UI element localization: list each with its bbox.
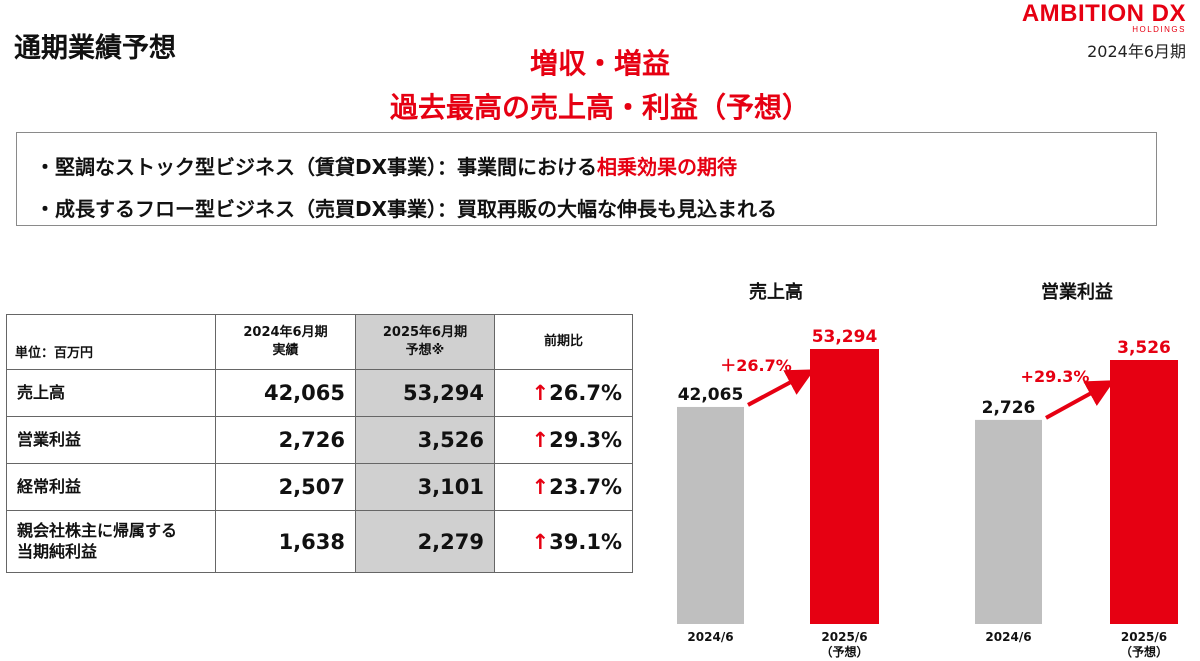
table-row-label: 営業利益: [6, 416, 216, 464]
chart-category-label: 2025/6: [821, 630, 867, 644]
table-cell-actual: 2,726: [215, 416, 356, 464]
chart-title: 営業利益: [1041, 281, 1113, 303]
table-header-row: 単位：百万円 2024年6月期 実績 2025年6月期 予想※ 前期比: [6, 314, 633, 370]
chart-category-note: （予想）: [820, 644, 868, 659]
forecast-table: 単位：百万円 2024年6月期 実績 2025年6月期 予想※ 前期比 売上高 42…: [6, 314, 633, 573]
table-row: 売上高 42,065 53,294 ↑26.7%: [6, 369, 633, 417]
chart-category-label: 2024/6: [687, 630, 733, 644]
table-cell-yoy-value: 29.3%: [549, 428, 622, 452]
table-row: 営業利益 2,726 3,526 ↑29.3%: [6, 416, 633, 464]
table-unit-label: 単位：百万円: [6, 314, 216, 370]
table-cell-forecast: 3,526: [355, 416, 495, 464]
chart-bar: [1110, 360, 1178, 624]
table-header-forecast-period: 2025年6月期: [382, 325, 468, 341]
chart-category-label: 2025/6: [1121, 630, 1167, 644]
table-cell-actual: 42,065: [215, 369, 356, 417]
table-header-forecast-type: 予想※: [405, 343, 445, 358]
chart-data-label: 3,526: [1117, 338, 1171, 358]
growth-arrow-icon: [747, 369, 815, 407]
chart-growth-label: ＋26.7%: [720, 356, 792, 375]
chart-data-label: 2,726: [982, 398, 1036, 418]
chart-bar: [810, 349, 879, 624]
growth-arrow-icon: [1045, 380, 1115, 420]
chart-data-label: 42,065: [678, 385, 744, 405]
chart-category-note: （予想）: [1120, 644, 1168, 659]
chart-bar: [975, 419, 1042, 624]
table-cell-actual: 1,638: [215, 510, 356, 573]
table-cell-yoy-value: 23.7%: [549, 475, 622, 499]
chart-data-label: 53,294: [812, 327, 878, 347]
up-arrow-icon: ↑: [531, 381, 550, 405]
table-cell-yoy-value: 39.1%: [549, 529, 622, 554]
table-row-label-line1: 親会社株主に帰属する: [17, 520, 178, 540]
table-row-label: 経常利益: [6, 463, 216, 511]
table-row-label: 売上高: [6, 369, 216, 417]
table-cell-yoy: ↑23.7%: [494, 463, 633, 511]
chart-growth-label: +29.3%: [1021, 367, 1090, 386]
table-row: 経常利益 2,507 3,101 ↑23.7%: [6, 463, 633, 511]
headline-line1: 増収・増益: [529, 47, 670, 80]
fiscal-period: 2024年6月期: [1087, 42, 1186, 61]
message-bullet-stock-highlight: 相乗効果の期待: [597, 155, 738, 179]
table-header-actual-period: 2024年6月期: [243, 325, 328, 341]
table-header-forecast: 2025年6月期 予想※: [355, 314, 495, 370]
headline-line2: 過去最高の売上高・利益（予想）: [389, 91, 810, 124]
table-row-label-line2: 当期純利益: [17, 541, 98, 561]
message-bullet-stock-text: ・堅調なストック型ビジネス（賃貸DX事業）：事業間における: [35, 155, 598, 179]
table-cell-forecast: 2,279: [355, 510, 495, 573]
logo-main-text: AMBITION DX: [1021, 0, 1186, 27]
up-arrow-icon: ↑: [531, 428, 550, 452]
table-header-actual: 2024年6月期 実績: [215, 314, 356, 370]
table-cell-forecast: 3,101: [355, 463, 495, 511]
table-row: 親会社株主に帰属する 当期純利益 1,638 2,279 ↑39.1%: [6, 510, 633, 573]
chart-category-label: 2024/6: [985, 630, 1031, 644]
page-title: 通期業績予想: [14, 33, 176, 64]
chart-bar: [677, 406, 744, 624]
up-arrow-icon: ↑: [531, 475, 550, 499]
table-header-actual-type: 実績: [272, 343, 299, 358]
table-cell-forecast: 53,294: [355, 369, 495, 417]
table-cell-yoy: ↑26.7%: [494, 369, 633, 417]
message-bullet-flow: ・成長するフロー型ビジネス（売買DX事業）：買取再販の大幅な伸長も見込まれる: [35, 197, 778, 221]
table-cell-yoy: ↑39.1%: [494, 510, 633, 573]
up-arrow-icon: ↑: [531, 529, 550, 554]
message-bullet-stock: ・堅調なストック型ビジネス（賃貸DX事業）：事業間における相乗効果の期待: [35, 151, 737, 180]
chart-title: 売上高: [749, 281, 803, 303]
message-box: ・堅調なストック型ビジネス（賃貸DX事業）：事業間における相乗効果の期待 ・成長…: [16, 132, 1157, 226]
company-logo: AMBITION DX HOLDINGS: [1022, 2, 1186, 34]
logo-sub-text: HOLDINGS: [1132, 25, 1186, 34]
table-row-label: 親会社株主に帰属する 当期純利益: [6, 510, 216, 573]
table-cell-yoy-value: 26.7%: [549, 381, 622, 405]
table-cell-yoy: ↑29.3%: [494, 416, 633, 464]
